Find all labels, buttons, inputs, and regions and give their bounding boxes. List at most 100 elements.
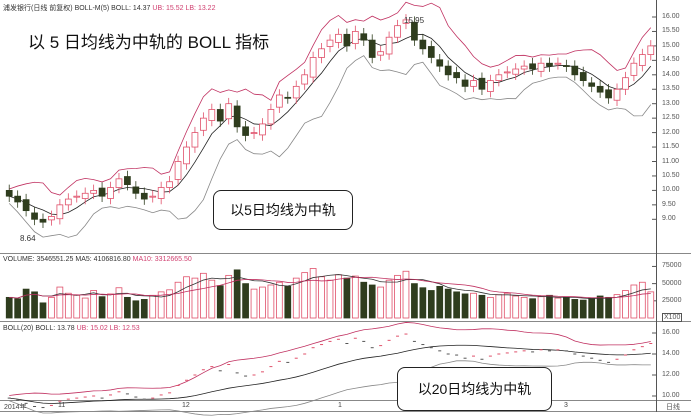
volume-bar: [537, 296, 545, 319]
candle-body: [81, 192, 89, 199]
x-label: 12: [182, 402, 190, 409]
volume-bar: [461, 293, 469, 319]
stock-name: 浦发银行(日线 前复权): [3, 5, 73, 12]
candle-body: [377, 51, 385, 56]
candle-body: [411, 21, 418, 41]
volume-bar: [554, 297, 562, 319]
candle-body: [326, 39, 334, 47]
callout-20day: 以20日均线为中轨: [397, 367, 552, 411]
boll20-header: BOLL(20) BOLL: 13.78 UB: 15.02 LB: 12.53: [3, 325, 140, 332]
candle-body: [503, 71, 511, 74]
candle-body: [225, 103, 233, 120]
volume-bar: [444, 288, 452, 319]
volume-bar: [411, 283, 418, 319]
y-tick-label: 11.50: [662, 143, 679, 151]
candle-body: [537, 62, 545, 72]
volume-bar: [377, 286, 385, 319]
volume-ma5: [9, 274, 651, 300]
volume-bar: [613, 294, 621, 319]
candle-body: [554, 62, 562, 65]
candle-body: [394, 25, 401, 38]
x-label: 3: [564, 402, 568, 409]
y-tick-label: 13.00: [662, 99, 680, 107]
boll20-value: BOLL: 13.78: [35, 325, 75, 332]
candle-body: [107, 187, 114, 199]
volume-bar: [115, 287, 123, 319]
y-tick-label: 13.50: [662, 85, 680, 93]
indicator-name: BOLL-M(5): [74, 5, 110, 12]
volume-bar: [326, 279, 334, 319]
volume-bar: [64, 292, 72, 319]
y-tick-label: 50000: [662, 279, 682, 287]
volume-bar: [360, 281, 368, 319]
volume-bar: [520, 296, 528, 319]
volume-bar: [216, 285, 224, 319]
candle-body: [64, 198, 72, 206]
volume-bar: [14, 298, 22, 319]
volume-bar: [183, 276, 190, 319]
candle-body: [546, 62, 553, 67]
boll-value: BOLL: 14.37: [111, 5, 151, 12]
volume-bar: [647, 291, 655, 319]
candle-body: [579, 72, 587, 81]
boll20-lower: [9, 360, 651, 416]
candle-body: [461, 79, 469, 87]
volume-bar: [436, 285, 444, 319]
volume-bar: [98, 296, 106, 319]
volume-bar: [267, 284, 275, 319]
candle-body: [14, 195, 22, 203]
volume-bar: [73, 294, 81, 319]
volume-bar: [503, 292, 511, 319]
candle-body: [233, 105, 241, 128]
volume-bar: [56, 286, 64, 319]
y-tick-label: 10.00: [662, 392, 680, 399]
period-label[interactable]: 日线: [666, 404, 680, 411]
boll20-label: BOLL(20): [3, 325, 34, 332]
y-tick-label: 16.00: [662, 329, 680, 336]
volume-bar: [225, 274, 233, 319]
volume-bar: [470, 292, 477, 319]
y-tick-label: 12.50: [662, 114, 680, 122]
volume-bar: [22, 288, 30, 319]
boll20-mid: [9, 344, 651, 404]
volume-ma10: [9, 276, 651, 299]
high-price-label: 15.95: [404, 16, 425, 25]
candle-body: [31, 212, 38, 220]
candle-body: [216, 109, 224, 122]
volume-bar: [242, 283, 249, 319]
candle-body: [22, 199, 30, 212]
y-tick-label: 16.00: [662, 13, 680, 20]
y-tick-label: 11.00: [662, 157, 679, 165]
ma5-value: MA5: 4106816.80: [75, 256, 131, 263]
volume-unit: X100: [662, 313, 683, 322]
volume-bar: [596, 295, 604, 319]
candle-body: [301, 74, 309, 85]
candle-body: [115, 178, 123, 188]
candle-body: [444, 65, 452, 76]
y-tick-label: 12.00: [662, 128, 680, 136]
candle-body: [605, 89, 612, 99]
x-label: 11: [58, 402, 66, 409]
boll5-upper: [9, 1, 652, 196]
y-tick-label: 25000: [662, 296, 682, 304]
volume-bar: [200, 272, 207, 319]
candle-body: [200, 117, 207, 131]
candle-body: [157, 187, 165, 199]
volume-bar: [343, 277, 351, 319]
candle-body: [630, 62, 638, 76]
candle-body: [571, 65, 579, 76]
y-tick-label: 10.50: [662, 171, 680, 179]
volume-bar: [284, 285, 292, 319]
candle-body: [436, 59, 444, 67]
candle-body: [5, 189, 13, 197]
volume-bar: [579, 299, 587, 319]
candle-body: [368, 39, 376, 58]
candle-body: [73, 195, 81, 198]
volume-bar: [427, 290, 435, 319]
volume-bar: [90, 290, 97, 319]
candle-body: [622, 77, 629, 90]
boll20-ub: UB: 15.02: [76, 325, 108, 332]
boll5-mid: [9, 33, 652, 216]
candle-body: [318, 48, 325, 58]
